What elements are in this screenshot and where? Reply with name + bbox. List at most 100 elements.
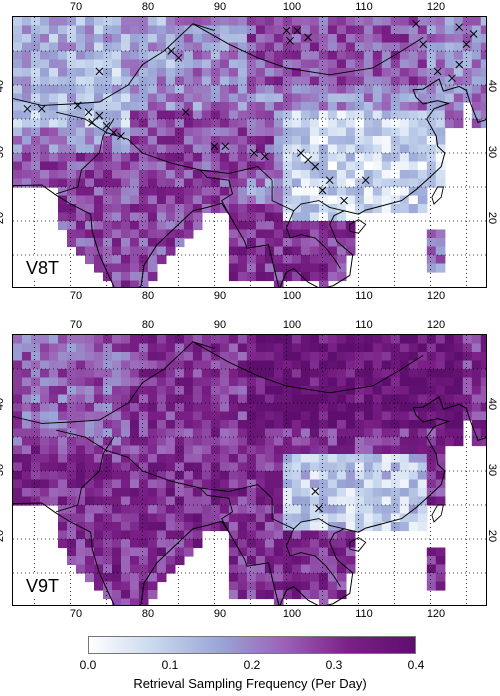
grid-cell	[49, 462, 59, 472]
grid-cell	[291, 238, 302, 248]
grid-cell	[22, 17, 32, 27]
grid-cell	[94, 204, 104, 214]
grid-cell	[138, 153, 149, 163]
grid-cell	[94, 471, 104, 481]
grid-cell	[435, 411, 446, 421]
grid-cell	[345, 144, 356, 154]
grid-cell	[237, 102, 248, 112]
grid-cell	[219, 85, 230, 95]
grid-cell	[76, 445, 86, 455]
grid-cell	[103, 85, 113, 95]
grid-cell	[273, 411, 284, 421]
grid-cell	[426, 102, 437, 112]
grid-cell	[130, 85, 140, 95]
grid-cell	[13, 488, 23, 498]
grid-cell	[13, 420, 23, 430]
grid-cell	[174, 212, 185, 222]
grid-cell	[40, 25, 50, 35]
grid-cell	[156, 343, 167, 353]
grid-cell	[264, 212, 275, 222]
grid-cell	[40, 445, 50, 455]
grid-cell	[282, 369, 293, 379]
grid-cell	[13, 59, 23, 69]
grid-cell	[282, 127, 293, 137]
grid-cell	[291, 161, 302, 171]
grid-cell	[94, 403, 104, 413]
grid-cell	[228, 127, 239, 137]
grid-cell	[85, 170, 95, 180]
grid-cell	[183, 93, 194, 103]
grid-cell	[336, 25, 347, 35]
grid-cell	[165, 513, 176, 523]
grid-cell	[228, 454, 239, 464]
grid-cell	[435, 496, 446, 506]
grid-cell	[112, 59, 122, 69]
grid-cell	[94, 530, 104, 540]
grid-cell	[327, 573, 338, 583]
grid-cell	[435, 34, 446, 44]
grid-cell	[237, 127, 248, 137]
grid-cell	[76, 420, 86, 430]
grid-cell	[291, 462, 302, 472]
grid-cell	[67, 221, 77, 231]
no-data-cross	[293, 26, 302, 35]
grid-cell	[399, 59, 410, 69]
grid-cell	[309, 505, 320, 515]
grid-cell	[40, 59, 50, 69]
grid-cell	[138, 488, 149, 498]
grid-cell	[435, 127, 446, 137]
grid-cell	[255, 505, 266, 515]
grid-cell	[390, 144, 401, 154]
grid-cell	[156, 204, 167, 214]
grid-cell	[381, 420, 392, 430]
grid-cell	[85, 564, 95, 574]
grid-cell	[201, 335, 212, 345]
grid-cell	[318, 263, 329, 273]
grid-cell	[282, 522, 293, 532]
grid-cell	[40, 462, 50, 472]
grid-cell	[336, 136, 347, 146]
grid-cell	[435, 25, 446, 35]
grid-cell	[165, 42, 176, 52]
grid-cell	[22, 352, 32, 362]
grid-cell	[255, 522, 266, 532]
grid-cell	[300, 496, 311, 506]
grid-cell	[165, 479, 176, 489]
grid-cell	[103, 34, 113, 44]
grid-cell	[103, 153, 113, 163]
grid-cell	[121, 34, 131, 44]
grid-cell	[300, 272, 311, 282]
grid-cell	[291, 221, 302, 231]
grid-cell	[426, 428, 437, 438]
grid-cell	[453, 403, 464, 413]
grid-cell	[390, 110, 401, 120]
grid-cell	[480, 59, 486, 69]
grid-cell	[273, 68, 284, 78]
grid-cell	[13, 428, 23, 438]
grid-cell	[210, 488, 221, 498]
grid-cell	[40, 403, 50, 413]
grid-cell	[130, 437, 140, 447]
grid-cell	[273, 153, 284, 163]
grid-cell	[13, 144, 23, 154]
grid-cell	[138, 93, 149, 103]
grid-cell	[112, 513, 122, 523]
grid-cell	[156, 255, 167, 265]
grid-cell	[156, 556, 167, 566]
top-tick-80: 80	[141, 319, 155, 331]
grid-cell	[390, 377, 401, 387]
grid-cell	[76, 119, 86, 129]
grid-cell	[147, 221, 158, 231]
grid-cell	[174, 547, 185, 557]
grid-cell	[264, 581, 275, 591]
top-tick-90: 90	[213, 319, 227, 331]
grid-cell	[318, 229, 329, 239]
grid-cell	[31, 102, 41, 112]
grid-cell	[372, 420, 383, 430]
grid-cell	[67, 428, 77, 438]
grid-cell	[183, 229, 194, 239]
grid-cell	[31, 471, 41, 481]
grid-cell	[345, 403, 356, 413]
grid-cell	[300, 437, 311, 447]
grid-cell	[103, 229, 113, 239]
